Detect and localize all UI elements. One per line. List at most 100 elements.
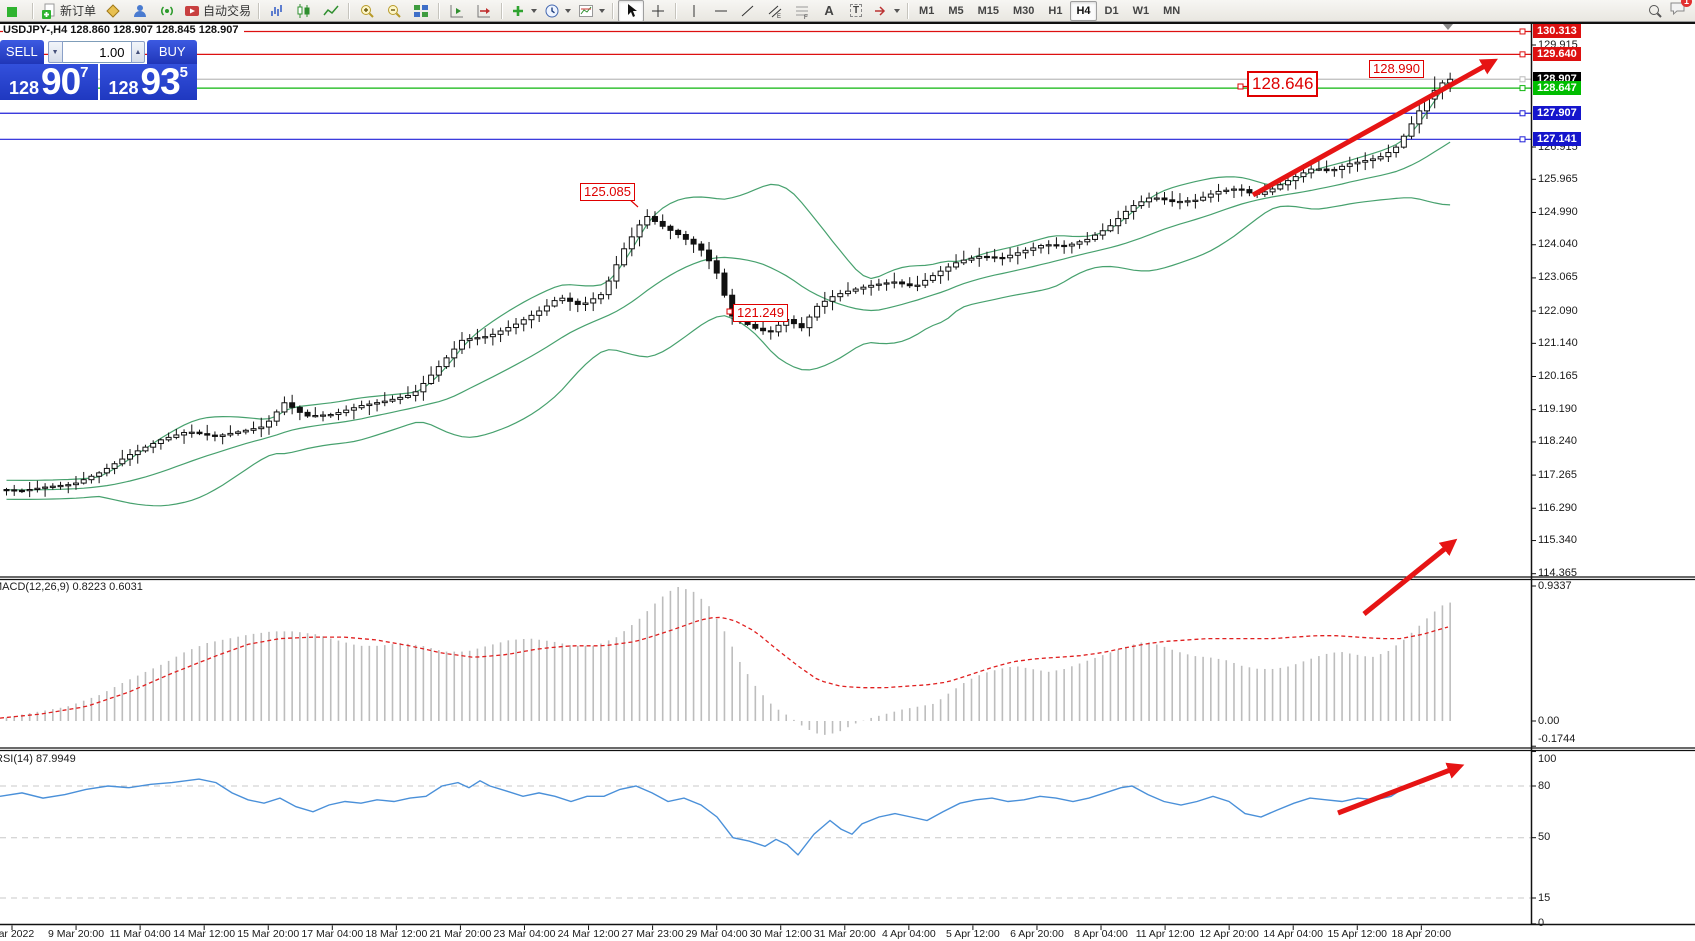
auto-trading-icon bbox=[185, 5, 200, 16]
channel-button[interactable]: E bbox=[762, 0, 788, 22]
timeframe-group: M1 M5 M15 M30 H1 H4 D1 W1 MN bbox=[913, 0, 1186, 21]
macd-indicator-label: MACD(12,26,9) 0.8223 0.6031 bbox=[0, 581, 143, 593]
timeframe-W1[interactable]: W1 bbox=[1132, 4, 1150, 17]
new-order-icon bbox=[42, 3, 55, 19]
toolbar-separator bbox=[907, 2, 910, 19]
cursor-icon bbox=[628, 3, 638, 17]
timeframe-M1[interactable]: M1 bbox=[919, 4, 935, 17]
toolbar-separator bbox=[258, 2, 261, 19]
volume-decrease-button[interactable]: ▼ bbox=[47, 41, 63, 63]
line-chart-icon bbox=[323, 5, 339, 15]
zoom-in-button[interactable] bbox=[354, 0, 380, 22]
toolbar-right-group: 1 bbox=[1647, 0, 1693, 21]
toolbar-separator bbox=[348, 2, 351, 19]
chart-shift-button[interactable] bbox=[471, 0, 497, 22]
auto-scroll-icon bbox=[450, 4, 464, 17]
timeframe-H4[interactable]: H4 bbox=[1070, 0, 1097, 21]
notification-badge: 1 bbox=[1680, 0, 1692, 7]
dropdown-caret-icon bbox=[894, 8, 901, 13]
text-button[interactable]: A bbox=[824, 3, 834, 18]
vertical-line-button[interactable] bbox=[681, 0, 707, 22]
candlestick-chart-icon bbox=[297, 3, 310, 18]
auto-trading-label: 自动交易 bbox=[203, 4, 252, 18]
tile-windows-button[interactable] bbox=[408, 0, 434, 22]
bar-chart-button[interactable] bbox=[264, 0, 290, 22]
template-icon bbox=[579, 4, 594, 17]
clipped-toolbar-icon[interactable] bbox=[2, 0, 28, 22]
timeframe-D1[interactable]: D1 bbox=[1104, 4, 1119, 17]
dropdown-caret-icon bbox=[565, 8, 572, 13]
timeframe-M15[interactable]: M15 bbox=[977, 4, 999, 17]
svg-text:F: F bbox=[804, 15, 808, 19]
clipped-icon bbox=[6, 6, 17, 17]
zoom-in-icon bbox=[361, 4, 374, 18]
text-label-button[interactable]: T bbox=[843, 0, 869, 22]
signals-button[interactable] bbox=[154, 0, 180, 22]
template-button[interactable] bbox=[575, 0, 608, 22]
svg-text:E: E bbox=[777, 14, 781, 19]
sell-button[interactable]: SELL bbox=[0, 40, 44, 64]
crosshair-button[interactable] bbox=[645, 0, 671, 22]
vertical-line-icon bbox=[693, 4, 695, 17]
signal-icon bbox=[161, 5, 173, 16]
trendline-button[interactable] bbox=[735, 0, 761, 22]
buy-price-big: 93 bbox=[140, 61, 181, 102]
toolbar-separator bbox=[675, 2, 678, 19]
bar-chart-icon bbox=[271, 4, 282, 16]
dropdown-caret-icon bbox=[531, 8, 538, 13]
sell-price[interactable]: 128 90 7 bbox=[0, 61, 98, 102]
toolbar: 新订单 自动交易 E F A T bbox=[0, 0, 1695, 22]
zoom-out-icon bbox=[388, 4, 401, 18]
fibonacci-icon: F bbox=[796, 6, 809, 19]
buy-price-prefix: 128 bbox=[108, 78, 139, 98]
fibonacci-button[interactable]: F bbox=[789, 0, 815, 22]
community-button[interactable] bbox=[127, 0, 153, 22]
chat-button[interactable]: 1 bbox=[1669, 0, 1692, 21]
arrows-shape-icon bbox=[875, 5, 886, 16]
search-icon[interactable] bbox=[1647, 3, 1663, 19]
timeframe-H1[interactable]: H1 bbox=[1048, 4, 1063, 17]
person-icon bbox=[134, 4, 147, 17]
dropdown-caret-icon bbox=[599, 8, 606, 13]
profile-diamond-icon bbox=[106, 3, 120, 18]
horizontal-line-button[interactable] bbox=[708, 0, 734, 22]
timeframe-M5[interactable]: M5 bbox=[948, 4, 964, 17]
auto-trading-button[interactable]: 自动交易 bbox=[181, 0, 254, 22]
buy-price[interactable]: 128 93 5 bbox=[99, 61, 197, 102]
auto-scroll-button[interactable] bbox=[444, 0, 470, 22]
sell-price-pip: 7 bbox=[80, 64, 89, 81]
annotation-swing-low[interactable]: 121.249 bbox=[733, 304, 788, 322]
toolbar-separator bbox=[501, 2, 504, 19]
annotation-level[interactable]: 128.646 bbox=[1247, 71, 1319, 97]
line-chart-button[interactable] bbox=[318, 0, 344, 22]
period-button[interactable] bbox=[541, 0, 574, 22]
volume-input[interactable] bbox=[62, 41, 131, 63]
candlestick-chart-button[interactable] bbox=[291, 0, 317, 22]
add-indicator-icon bbox=[513, 5, 524, 16]
cursor-button[interactable] bbox=[618, 0, 645, 22]
new-order-button[interactable]: 新订单 bbox=[38, 0, 99, 22]
one-click-trading-panel: SELL ▼ ▲ BUY 128 90 7 128 93 5 bbox=[0, 40, 197, 100]
chart-ohlc-title: USDJPY-,H4 128.860 128.907 128.845 128.9… bbox=[3, 24, 245, 36]
timeframe-M30[interactable]: M30 bbox=[1013, 4, 1035, 17]
annotation-recent-high[interactable]: 128.990 bbox=[1369, 60, 1424, 78]
annotation-swing-high[interactable]: 125.085 bbox=[580, 183, 635, 201]
chart-shift-icon bbox=[477, 4, 491, 17]
toolbar-separator bbox=[438, 2, 441, 19]
zoom-out-button[interactable] bbox=[381, 0, 407, 22]
sell-price-big: 90 bbox=[41, 61, 81, 102]
timeframe-MN[interactable]: MN bbox=[1163, 4, 1181, 17]
profiles-button[interactable] bbox=[100, 0, 126, 22]
rsi-indicator-label: RSI(14) 87.9949 bbox=[0, 753, 76, 765]
equidistant-channel-icon: E bbox=[768, 5, 782, 19]
buy-price-pip: 5 bbox=[179, 64, 189, 81]
new-order-label: 新订单 bbox=[60, 4, 97, 18]
buy-button[interactable]: BUY bbox=[147, 40, 197, 64]
shapes-button[interactable] bbox=[870, 0, 903, 22]
volume-increase-button[interactable]: ▲ bbox=[130, 41, 146, 63]
horizontal-line-icon bbox=[715, 10, 728, 11]
add-indicator-button[interactable] bbox=[507, 0, 540, 22]
sell-price-prefix: 128 bbox=[8, 78, 40, 98]
